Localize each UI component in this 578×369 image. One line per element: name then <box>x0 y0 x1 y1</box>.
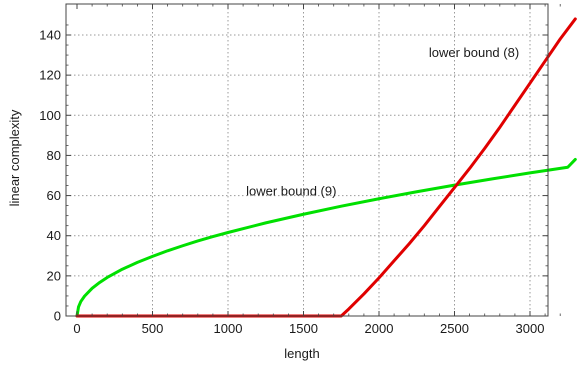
x-tick-label: 1000 <box>214 321 243 336</box>
x-axis-title: length <box>284 346 319 361</box>
y-tick-label: 60 <box>47 188 61 203</box>
y-axis-title: linear complexity <box>7 109 22 206</box>
series-line-2 <box>75 17 577 318</box>
series-annotation-1: lower bound (8) <box>429 45 519 60</box>
y-tick-label: 120 <box>39 68 61 83</box>
y-tick-label: 40 <box>47 228 61 243</box>
x-tick-label: 2000 <box>365 321 394 336</box>
y-tick-label: 0 <box>54 309 61 324</box>
x-tick-label: 2500 <box>440 321 469 336</box>
grid <box>66 4 548 316</box>
y-tick-label: 140 <box>39 28 61 43</box>
x-tick-label: 0 <box>73 321 80 336</box>
labels-layer: length linear complexity lower bound (8) lo… <box>7 45 519 361</box>
y-tick-label: 100 <box>39 108 61 123</box>
y-tick-label: 20 <box>47 268 61 283</box>
plot-frame <box>65 3 549 317</box>
y-tick-label: 80 <box>47 148 61 163</box>
axes: 0 500 1000 1500 2000 2500 3000 0 20 40 60 80 100 120 1… <box>39 3 561 336</box>
x-tick-label: 1500 <box>289 321 318 336</box>
x-tick-label: 3000 <box>516 321 545 336</box>
x-tick-label: 500 <box>142 321 164 336</box>
series-annotation-2: lower bound (9) <box>246 184 336 199</box>
series-layer <box>75 17 577 318</box>
